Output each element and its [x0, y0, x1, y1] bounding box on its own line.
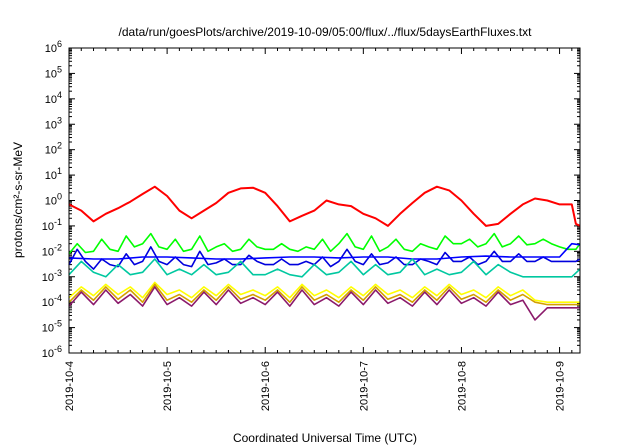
y-tick-label: 10-4 [42, 293, 62, 309]
y-tick-exponent: 4 [57, 90, 62, 100]
y-tick-base: 10 [45, 94, 57, 106]
series-line-5 [68, 258, 581, 278]
plot-area [68, 185, 581, 321]
y-tick-label: 10-5 [42, 319, 62, 335]
y-tick-label: 10-1 [42, 217, 62, 233]
y-tick-exponent: -6 [54, 344, 62, 354]
series-line-4 [68, 242, 581, 260]
y-tick-label: 100 [45, 192, 62, 208]
x-tick-label: 2019-10-7 [358, 361, 370, 411]
x-axis-ticks: 2019-10-4 2019-10-5 2019-10-6 2019-10-7 2019… [64, 48, 573, 411]
y-tick-base: 10 [45, 170, 57, 182]
y-tick-label: 101 [45, 166, 62, 182]
y-tick-label: 10-6 [42, 344, 62, 360]
y-tick-label: 10-3 [42, 268, 62, 284]
y-tick-base: 10 [45, 196, 57, 208]
y-tick-base: 10 [45, 145, 57, 157]
y-tick-base: 10 [42, 221, 54, 233]
y-tick-exponent: -2 [54, 242, 62, 252]
series-line-8 [68, 286, 580, 321]
chart-title: /data/run/goesPlots/archive/2019-10-09/0… [119, 25, 533, 39]
y-tick-base: 10 [42, 323, 54, 335]
y-tick-exponent: 5 [57, 64, 62, 74]
y-tick-base: 10 [42, 297, 54, 309]
x-tick-label: 2019-10-8 [456, 361, 468, 411]
y-tick-base: 10 [42, 272, 54, 284]
x-axis-label: Coordinated Universal Time (UTC) [233, 431, 417, 445]
y-tick-base: 10 [42, 348, 54, 360]
y-tick-base: 10 [45, 119, 57, 131]
y-tick-label: 10-2 [42, 242, 62, 258]
series-line-1 [68, 185, 581, 227]
x-tick-label: 2019-10-4 [64, 361, 76, 411]
y-tick-label: 104 [45, 90, 62, 106]
y-tick-label: 106 [45, 39, 62, 55]
y-tick-exponent: -1 [54, 217, 62, 227]
y-axis-ticks: 10-610-510-410-310-210-11001011021031041… [42, 39, 580, 360]
y-tick-exponent: 3 [57, 115, 62, 125]
y-tick-exponent: 6 [57, 39, 62, 49]
y-tick-base: 10 [45, 43, 57, 55]
y-tick-exponent: -3 [54, 268, 62, 278]
y-tick-label: 103 [45, 115, 62, 131]
y-tick-exponent: 2 [57, 141, 62, 151]
y-tick-base: 10 [45, 68, 57, 80]
series-line-6 [68, 281, 580, 304]
x-tick-label: 2019-10-5 [162, 361, 174, 411]
y-tick-exponent: -4 [54, 293, 62, 303]
y-tick-exponent: 1 [57, 166, 62, 176]
plot-frame [68, 47, 581, 354]
y-axis-label: protons/cm²-s-sr-MeV [11, 142, 25, 258]
series-line-7 [68, 283, 580, 306]
y-tick-label: 102 [45, 141, 62, 157]
y-tick-base: 10 [42, 246, 54, 258]
x-tick-label: 2019-10-9 [555, 361, 567, 411]
y-tick-exponent: -5 [54, 319, 62, 329]
series-line-2 [68, 232, 581, 255]
y-tick-exponent: 0 [57, 192, 62, 202]
y-tick-label: 105 [45, 64, 62, 80]
x-tick-label: 2019-10-6 [260, 361, 272, 411]
